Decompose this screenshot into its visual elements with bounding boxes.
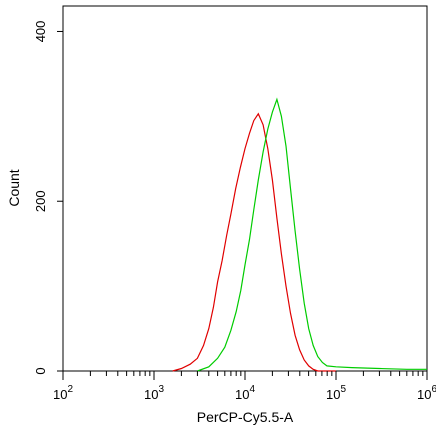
y-axis-ticks: 0 200 400 xyxy=(33,21,63,375)
y-tick-label: 0 xyxy=(33,367,48,374)
x-tick-label: 105 xyxy=(326,384,346,402)
plot-frame xyxy=(62,5,428,372)
x-tick-label: 106 xyxy=(417,384,436,402)
y-axis-title: Count xyxy=(6,169,22,206)
series-layer xyxy=(172,97,427,372)
y-tick-label: 200 xyxy=(33,190,48,212)
y-tick-label: 400 xyxy=(33,21,48,43)
x-tick-label: 103 xyxy=(144,384,164,402)
x-tick-label: 104 xyxy=(235,384,255,402)
x-tick-label: 102 xyxy=(53,384,73,402)
x-axis-ticks: 102 103 104 105 106 xyxy=(53,371,436,402)
series-line-2 xyxy=(197,97,427,372)
x-axis-title: PerCP-Cy5.5-A xyxy=(197,409,294,425)
series-line-1 xyxy=(172,112,336,372)
